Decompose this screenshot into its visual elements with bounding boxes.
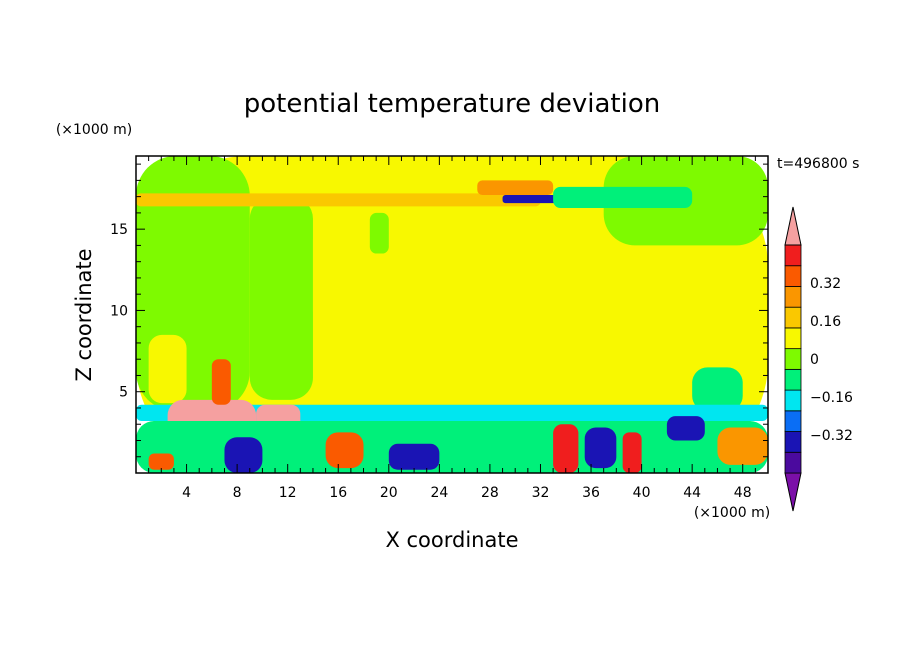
colorbar-band bbox=[784, 265, 802, 287]
field-region-8 bbox=[692, 367, 743, 412]
colorbar-band bbox=[784, 306, 802, 329]
colorbar-band bbox=[784, 286, 802, 308]
x-axis-label: X coordinate bbox=[385, 528, 518, 552]
colorbar-label: −0.32 bbox=[810, 428, 853, 444]
chart-title: potential temperature deviation bbox=[244, 89, 660, 119]
y-axis-label: Z coordinate bbox=[72, 248, 96, 381]
colorbar-band bbox=[784, 389, 802, 412]
x-tick-label: 16 bbox=[329, 485, 347, 501]
colorbar-label: 0.16 bbox=[810, 314, 841, 330]
y-tick-label: 10 bbox=[110, 303, 128, 319]
y-tick-label: 15 bbox=[110, 222, 128, 238]
x-axis-ticks: 4 8 12 16 20 24 28 32 36 40 44 48 bbox=[148, 156, 756, 501]
x-tick-label: 44 bbox=[683, 485, 701, 501]
x-tick-label: 12 bbox=[279, 485, 297, 501]
y-tick-label: 5 bbox=[119, 385, 128, 401]
colorbar-label: −0.16 bbox=[810, 390, 853, 406]
x-tick-label: 36 bbox=[582, 485, 600, 501]
x-tick-label: 8 bbox=[233, 485, 242, 501]
field-region-24 bbox=[584, 427, 617, 469]
field-region-19 bbox=[148, 453, 174, 470]
field-region-2 bbox=[148, 334, 187, 404]
field-region-7 bbox=[641, 339, 705, 408]
field-region-21 bbox=[325, 432, 364, 469]
field-region-12 bbox=[553, 186, 693, 209]
colorbar-label: 0.32 bbox=[810, 276, 841, 292]
field-region-26 bbox=[666, 416, 705, 441]
x-tick-label: 28 bbox=[481, 485, 499, 501]
field-region-22 bbox=[388, 443, 440, 470]
x-tick-label: 48 bbox=[734, 485, 752, 501]
x-tick-label: 40 bbox=[633, 485, 651, 501]
field-region-20 bbox=[224, 437, 263, 473]
x-tick-label: 20 bbox=[380, 485, 398, 501]
field-region-25 bbox=[622, 432, 642, 473]
x-axis-unit: (×1000 m) bbox=[694, 505, 770, 521]
field-region-5 bbox=[603, 229, 655, 376]
field-region-23 bbox=[553, 424, 579, 473]
heatmap-field bbox=[136, 156, 768, 473]
field-region-9 bbox=[136, 193, 541, 207]
y-axis-unit: (×1000 m) bbox=[56, 122, 132, 138]
colorbar: 0.32 0.16 0 −0.16 −0.32 bbox=[784, 206, 853, 512]
colorbar-band bbox=[784, 327, 802, 350]
colorbar-band bbox=[784, 368, 802, 391]
field-region-27 bbox=[717, 427, 768, 465]
field-region-3 bbox=[249, 196, 313, 400]
colorbar-band bbox=[784, 451, 802, 474]
colorbar-band bbox=[784, 410, 802, 432]
time-label: t=496800 s bbox=[777, 156, 859, 172]
field-region-10 bbox=[477, 180, 554, 196]
y-axis-ticks: 5 10 15 bbox=[110, 163, 768, 458]
colorbar-max-triangle bbox=[784, 206, 802, 246]
colorbar-label: 0 bbox=[810, 352, 819, 368]
x-tick-label: 32 bbox=[532, 485, 550, 501]
colorbar-band bbox=[784, 244, 802, 267]
field-region-17 bbox=[211, 359, 231, 405]
field-region-13 bbox=[369, 212, 389, 254]
colorbar-min-triangle bbox=[784, 472, 802, 512]
colorbar-band bbox=[784, 431, 802, 453]
colorbar-band bbox=[784, 348, 802, 370]
x-tick-label: 4 bbox=[182, 485, 191, 501]
x-tick-label: 24 bbox=[430, 485, 448, 501]
